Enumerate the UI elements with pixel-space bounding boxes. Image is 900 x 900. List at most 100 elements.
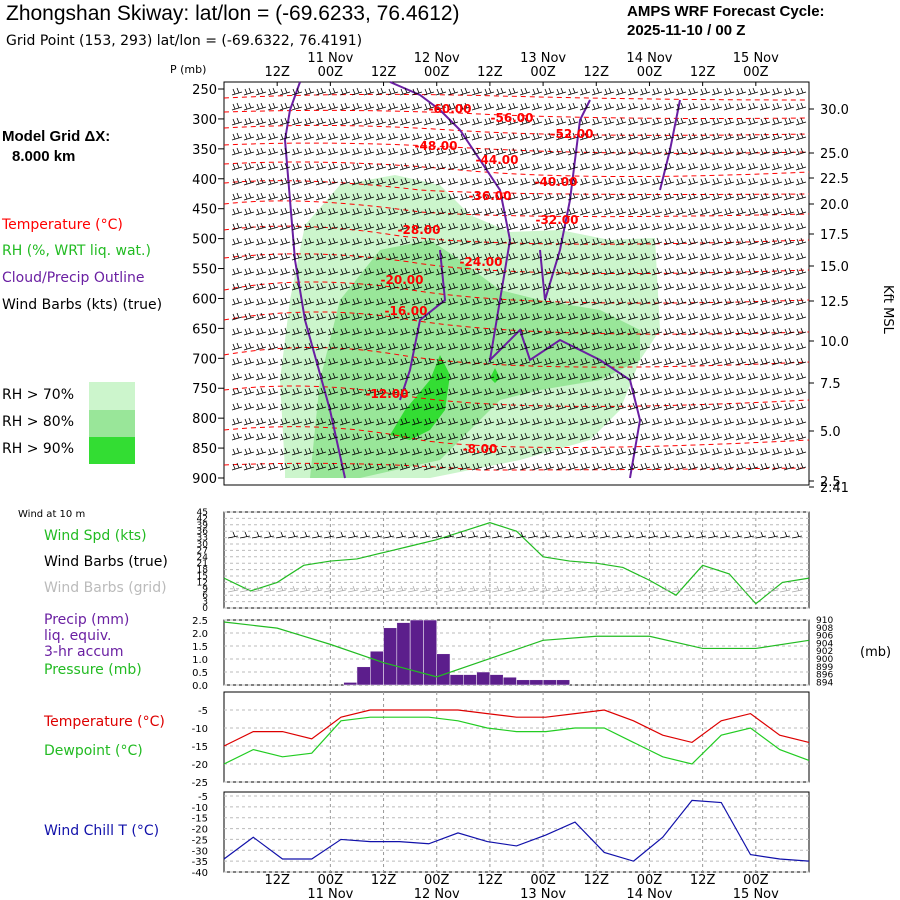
wind-barb (555, 402, 567, 411)
wind-barb (447, 432, 459, 441)
wind-barb (291, 297, 303, 306)
wind-barb (531, 462, 543, 471)
wind-barb (315, 87, 327, 96)
surface-wind-barb-true (587, 531, 599, 539)
wind-barb (555, 237, 567, 246)
wind-barb (615, 207, 627, 216)
wind-barb (435, 447, 447, 456)
wind-barb (759, 372, 771, 381)
wind-barb (387, 402, 399, 411)
wind-barb (615, 282, 627, 291)
rh80-region (310, 240, 640, 478)
wind-barb (231, 282, 243, 291)
wind-barb (255, 282, 267, 291)
wind-barb (723, 402, 735, 411)
surface-wind-barb-grid (623, 585, 635, 593)
wind-barb (735, 387, 747, 396)
surface-wind-barb-grid (551, 585, 563, 593)
wind-barb (651, 132, 663, 141)
wind-barb (699, 102, 711, 111)
wind-barb (495, 252, 507, 261)
wind-barb (315, 297, 327, 306)
wind-barb (423, 327, 435, 336)
wind-barb (231, 132, 243, 141)
wind-speed-line (223, 522, 810, 605)
temperature-contour-label: -56.00 (491, 111, 534, 125)
wind-barb (699, 237, 711, 246)
wind-barb (255, 402, 267, 411)
wind-barb (771, 252, 783, 261)
wind-barb (471, 222, 483, 231)
page-title: Zhongshan Skiway: lat/lon = (-69.6233, 7… (6, 2, 460, 25)
wind-barb (735, 282, 747, 291)
wind-barb (687, 252, 699, 261)
wind-barb (447, 252, 459, 261)
surface-wind-barb-grid (767, 585, 779, 593)
swatch-rh80 (89, 410, 135, 437)
wind-barb (387, 462, 399, 471)
wind-barb (399, 252, 411, 261)
wind-barb (483, 177, 495, 186)
wind-barb (351, 237, 363, 246)
surface-wind-barb-grid (323, 585, 335, 593)
wind-barb (723, 327, 735, 336)
wind-barb (627, 162, 639, 171)
pressure-ytick: 896 (816, 671, 833, 681)
wind-barb (435, 297, 447, 306)
wind-barb (723, 252, 735, 261)
temperature-contour (223, 200, 810, 218)
wind-barb (339, 357, 351, 366)
pressure-ytick: 900 (816, 655, 833, 665)
top-hour-label: 00Z (637, 65, 663, 80)
surface-wind-barb-grid (335, 585, 347, 593)
wind-barb (243, 432, 255, 441)
wind-barb (531, 252, 543, 261)
wind-barb (387, 327, 399, 336)
wind-barb (675, 357, 687, 366)
wind-barb (363, 402, 375, 411)
temperature-contour (223, 93, 810, 101)
wind-barb (627, 357, 639, 366)
wind-barb (639, 222, 651, 231)
wind-barb (603, 192, 615, 201)
wind-barb (351, 192, 363, 201)
wind-barb (579, 267, 591, 276)
wind-barb (591, 282, 603, 291)
wind-barb (327, 252, 339, 261)
wind-barb (363, 312, 375, 321)
wind-barb (459, 447, 471, 456)
wind-barb (579, 132, 591, 141)
wind-barb (783, 282, 795, 291)
wind-barb (663, 162, 675, 171)
wind-barb (627, 87, 639, 96)
wind-barb (315, 432, 327, 441)
wind-barb (519, 417, 531, 426)
wind-barb (675, 222, 687, 231)
wind-ytick: 15 (197, 572, 208, 582)
wind-barb (495, 297, 507, 306)
wind-barb (555, 252, 567, 261)
surface-wind-barb-true (599, 531, 611, 539)
wind-barb (411, 222, 423, 231)
wind-barb (279, 177, 291, 186)
wind-barb (591, 432, 603, 441)
wind-barb (747, 102, 759, 111)
wind-barb (747, 312, 759, 321)
wind-barb (411, 192, 423, 201)
wind-barb (579, 357, 591, 366)
wind-barb (447, 387, 459, 396)
wind-barb (603, 252, 615, 261)
wind-barb (747, 117, 759, 126)
wind-barb (471, 327, 483, 336)
wind-barb (435, 177, 447, 186)
wind-barb (627, 312, 639, 321)
wind-barb (555, 447, 567, 456)
wind-barb (303, 282, 315, 291)
wind-barb (279, 132, 291, 141)
wind-barb (411, 447, 423, 456)
height-tick-label: 22.5 (820, 172, 849, 187)
wind-barb (699, 267, 711, 276)
wind-barb (555, 222, 567, 231)
wind-barb (423, 222, 435, 231)
wind-barb (783, 417, 795, 426)
